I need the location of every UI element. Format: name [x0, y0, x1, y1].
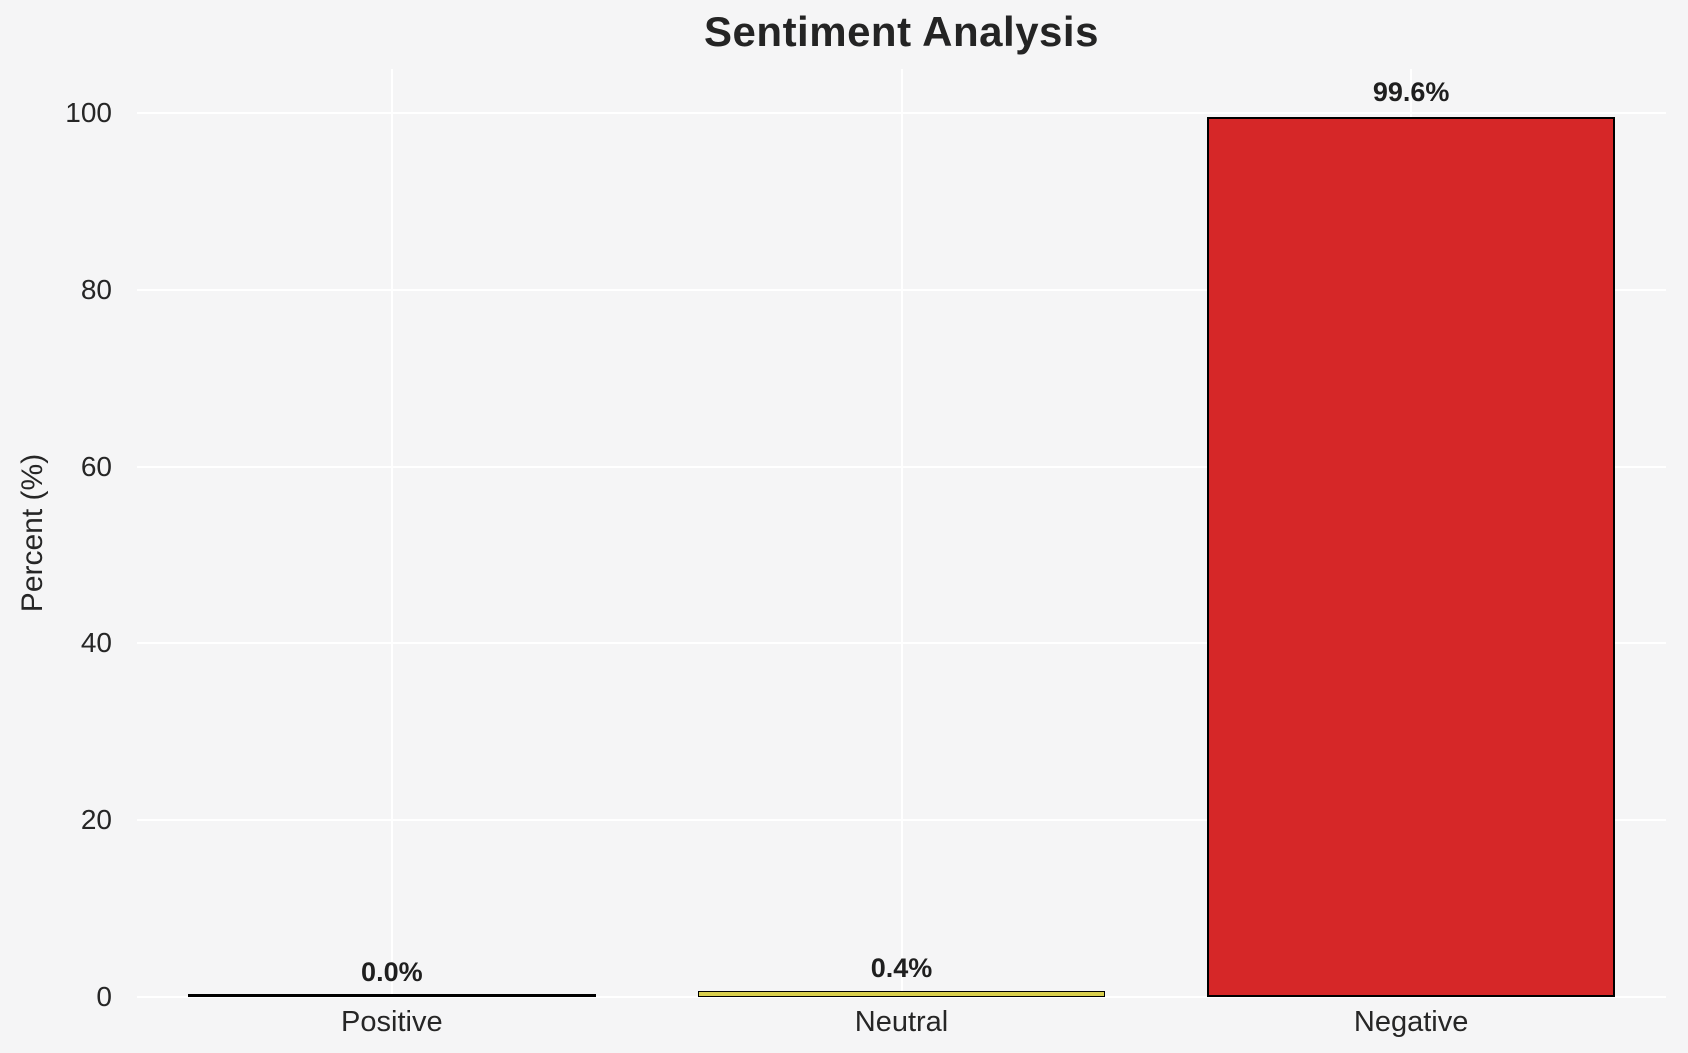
y-axis-tick-labels: 0 20 40 60 80 100 — [0, 69, 112, 1012]
bar-value-label: 99.6% — [1372, 76, 1450, 107]
y-tick-label: 100 — [65, 97, 112, 129]
y-tick-label: 60 — [80, 450, 112, 482]
axes: 0.0% Positive 0.4% Neutral 99.6% Negative — [137, 69, 1666, 1038]
chart-title: Sentiment Analysis — [704, 8, 1099, 55]
gridline-vertical — [900, 69, 903, 997]
y-tick-label: 0 — [96, 981, 112, 1012]
gridline-vertical — [390, 69, 393, 997]
bar-value-label: 0.4% — [870, 953, 933, 984]
x-tick-label: Negative — [1353, 1006, 1469, 1038]
y-tick-label: 20 — [80, 804, 112, 836]
bar-negative — [1207, 116, 1616, 997]
bar-neutral — [697, 991, 1106, 997]
y-tick-label: 40 — [80, 627, 112, 659]
y-tick-label: 80 — [80, 273, 112, 305]
gridline-horizontal — [137, 996, 1666, 998]
x-tick-label: Positive — [341, 1006, 443, 1038]
bar-positive — [187, 994, 596, 997]
x-tick-label: Neutral — [854, 1006, 949, 1038]
bar-value-label: 0.0% — [361, 957, 423, 987]
